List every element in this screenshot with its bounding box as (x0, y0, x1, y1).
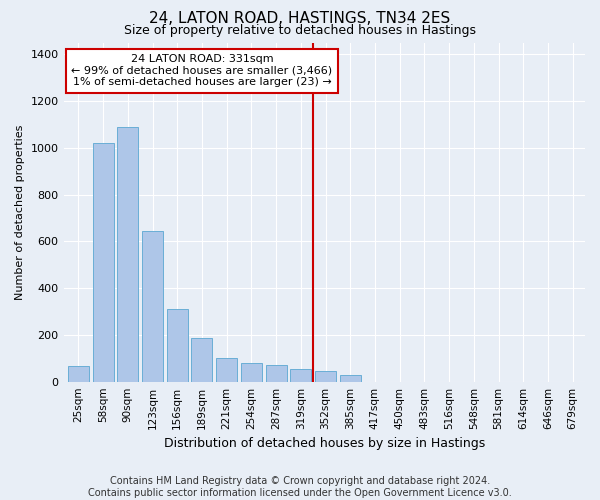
Bar (142, 231, 163, 382)
Y-axis label: Number of detached properties: Number of detached properties (15, 124, 25, 300)
Text: 24 LATON ROAD: 331sqm
← 99% of detached houses are smaller (3,466)
1% of semi-de: 24 LATON ROAD: 331sqm ← 99% of detached … (71, 54, 332, 88)
Bar (216, 358, 237, 382)
Bar (92, 143, 113, 382)
Bar (315, 371, 336, 382)
Bar (167, 309, 188, 382)
Bar (117, 126, 139, 382)
Text: 24, LATON ROAD, HASTINGS, TN34 2ES: 24, LATON ROAD, HASTINGS, TN34 2ES (149, 11, 451, 26)
Text: Size of property relative to detached houses in Hastings: Size of property relative to detached ho… (124, 24, 476, 37)
Bar (290, 369, 311, 382)
Text: Contains HM Land Registry data © Crown copyright and database right 2024.
Contai: Contains HM Land Registry data © Crown c… (88, 476, 512, 498)
Bar (191, 338, 212, 382)
X-axis label: Distribution of detached houses by size in Hastings: Distribution of detached houses by size … (164, 437, 485, 450)
Bar (68, 366, 89, 382)
Bar (340, 374, 361, 382)
Bar (266, 366, 287, 382)
Bar (241, 363, 262, 382)
